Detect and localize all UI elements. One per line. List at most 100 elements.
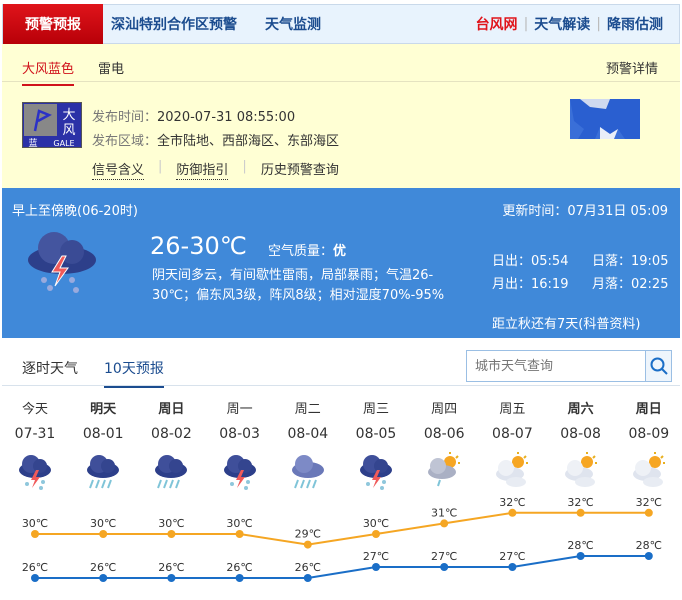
forecast-date: 08-02 [151,426,192,442]
tab-10day[interactable]: 10天预报 [104,358,164,388]
high-temp-label: 29℃ [295,528,321,541]
period-label: 早上至傍晚(06-20时) [12,204,138,219]
solar-term-link[interactable]: 距立秋还有7天(科普资料) [492,317,641,332]
low-temp-point [508,563,517,571]
high-temp-label: 30℃ [22,517,48,530]
nav-link-interpret[interactable]: 天气解读 [534,17,591,33]
forecast-day: 周二 [294,402,321,417]
divider: | [242,159,247,174]
high-temp-point [31,530,39,538]
forecast-date: 08-01 [82,426,124,442]
low-temp-point [99,574,108,582]
thunderstorm-icon [206,452,274,492]
today-weather-panel: 早上至傍晚(06-20时) 更新时间：07月31日 05:09 26-30℃ 空… [2,188,680,338]
history-warning-link[interactable]: 历史预警查询 [260,163,339,178]
low-temp-label: 26℃ [22,561,48,574]
forecast-date: 08-03 [219,426,260,442]
partly-cloudy-icon [615,452,682,492]
high-temp-label: 30℃ [90,517,116,530]
high-temp-label: 30℃ [158,517,184,530]
forecast-date: 08-08 [560,426,601,442]
low-temp-point [440,563,449,571]
nav-link-typhoon[interactable]: 台风网 [475,17,518,33]
low-temp-label: 27℃ [363,550,389,563]
high-temp-label: 31℃ [431,506,457,519]
nav-link-monitor[interactable]: 天气监测 [265,17,321,33]
divider: | [596,16,601,32]
air-quality: 空气质量：优 [268,244,347,259]
high-temp-point [99,530,108,538]
city-search [466,350,672,382]
search-button[interactable] [645,351,671,381]
low-temp-point [372,563,380,571]
heavy-rain-icon [137,452,205,492]
nav-link-shenshan[interactable]: 深汕特别合作区预警 [111,17,237,33]
warning-map-thumbnail[interactable] [570,99,640,139]
high-temp-label: 32℃ [499,496,525,509]
forecast-day: 周日 [158,402,185,417]
tab-hourly[interactable]: 逐时天气 [22,361,78,377]
issue-area: 发布区域：全市陆地、西部海区、东部海区 [92,134,340,149]
forecast-day: 周一 [226,402,253,417]
low-temp-point [31,574,39,582]
svg-text:蓝: 蓝 [28,137,37,149]
sunset: 日落：19:05 [592,254,669,269]
low-temp-label: 27℃ [499,550,525,563]
forecast-day: 明天 [90,402,117,417]
low-temp-label: 26℃ [295,561,321,574]
forecast-tabs: 逐时天气 10天预报 [2,346,680,388]
forecast-date: 08-07 [492,426,533,442]
warning-detail-link[interactable]: 预警详情 [605,62,658,77]
high-temp-point [576,508,585,517]
tab-gale-blue[interactable]: 大风蓝色 [22,58,75,86]
high-temp-label: 30℃ [226,517,252,530]
city-search-input[interactable] [467,351,645,381]
low-temp-point [303,574,312,582]
temperature-chart: 30℃ 30℃ 30℃ 30℃ 29℃ 30℃ 31℃ 32℃ 32℃ 32℃ 26℃ 26℃ 26℃ 2… [22,496,662,582]
low-temp-point [167,574,176,582]
high-temp-label: 32℃ [636,496,662,509]
thunderstorm-icon [1,452,69,492]
heavy-rain-icon [69,452,137,492]
low-temp-label: 28℃ [567,539,593,552]
divider: | [158,159,163,174]
forecast-day: 今天 [21,402,48,417]
gale-signal-icon[interactable]: 大 风 蓝 GALE [22,102,82,149]
forecast-day: 周五 [499,402,526,417]
moonrise: 月出：16:19 [492,277,569,292]
nav-link-rain-estimate[interactable]: 降雨估测 [607,17,663,33]
low-temp-line [35,555,649,579]
forecast-date: 07-31 [14,426,56,442]
defense-guide-link[interactable]: 防御指引 [176,159,229,180]
low-temp-label: 26℃ [226,561,252,574]
sunrise: 日出：05:54 [492,254,569,269]
signal-meaning-link[interactable]: 信号含义 [92,159,145,180]
low-temp-label: 28℃ [636,539,662,552]
svg-text:GALE: GALE [53,139,74,148]
high-temp-point [235,530,244,538]
thunderstorm-icon [22,228,102,302]
rain-icon [274,452,342,492]
divider: | [523,16,529,32]
high-temp-label: 32℃ [567,496,593,509]
high-temp-point [303,540,312,549]
partly-cloudy-icon [547,452,615,492]
low-temp-label: 27℃ [431,550,457,563]
high-temp-label: 30℃ [363,517,389,530]
high-temp-line [35,511,649,546]
svg-text:风: 风 [62,123,75,138]
issue-time: 发布时间：2020-07-31 08:55:00 [92,110,296,125]
thunderstorm-icon [342,452,410,492]
forecast-date: 08-05 [355,426,397,442]
top-nav: 预警预报 深汕特别合作区预警 天气监测 台风网 | 天气解读 | 降雨估测 [2,3,680,44]
tab-thunder[interactable]: 雷电 [98,62,125,77]
weather-desc-line2: 30℃；偏东风3级，阵风8级；相对湿度70%-95% [152,288,445,303]
forecast-date: 08-04 [287,426,329,442]
high-temp-point [167,530,176,538]
search-icon [650,357,668,375]
high-temp-point [440,519,449,528]
nav-tab-warning[interactable]: 预警预报 [3,3,103,44]
low-temp-point [576,552,585,560]
forecast-day: 周三 [362,402,389,417]
update-time: 更新时间：07月31日 05:09 [502,204,668,219]
